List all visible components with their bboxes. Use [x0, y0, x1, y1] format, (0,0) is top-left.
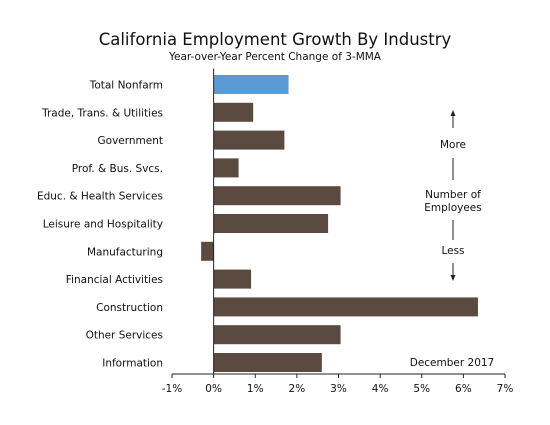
number-of-label: Number of [425, 189, 481, 201]
bar [213, 297, 478, 317]
chart-subtitle: Year-over-Year Percent Change of 3-MMA [168, 51, 381, 63]
x-tick-label: 7% [497, 383, 514, 395]
category-label: Trade, Trans. & Utilities [41, 107, 163, 119]
category-label: Construction [96, 302, 163, 314]
chart-title: California Employment Growth By Industry [98, 30, 452, 49]
x-tick-label: 0% [205, 383, 222, 395]
up-arrow-icon [450, 110, 456, 116]
category-label: Total Nonfarm [89, 80, 163, 92]
bar [213, 158, 239, 178]
x-tick-label: 2% [289, 383, 306, 395]
category-label: Leisure and Hospitality [43, 219, 163, 231]
bar [201, 241, 214, 261]
x-tick-label: 6% [455, 383, 472, 395]
employees-label: Employees [424, 202, 481, 214]
x-tick-label: -1% [162, 383, 182, 395]
bar [213, 186, 341, 206]
bar [213, 75, 289, 94]
bar [213, 325, 341, 345]
bar [213, 130, 285, 150]
category-label: Manufacturing [87, 246, 163, 258]
x-tick-label: 5% [413, 383, 430, 395]
x-tick-label: 1% [247, 383, 264, 395]
x-tick-label: 3% [330, 383, 347, 395]
bar [213, 353, 322, 372]
date-label: December 2017 [410, 357, 495, 369]
down-arrow-icon [450, 275, 456, 281]
category-label: Educ. & Health Services [37, 191, 163, 203]
x-tick-label: 4% [372, 383, 389, 395]
category-label: Information [102, 358, 163, 370]
more-label: More [440, 139, 466, 151]
bar [213, 214, 329, 233]
category-label: Other Services [86, 330, 163, 342]
category-label: Prof. & Bus. Svcs. [72, 163, 163, 175]
less-label: Less [441, 245, 464, 257]
bar [213, 269, 252, 289]
bar [213, 102, 254, 122]
category-label: Financial Activities [66, 274, 163, 286]
category-label: Government [98, 135, 163, 147]
